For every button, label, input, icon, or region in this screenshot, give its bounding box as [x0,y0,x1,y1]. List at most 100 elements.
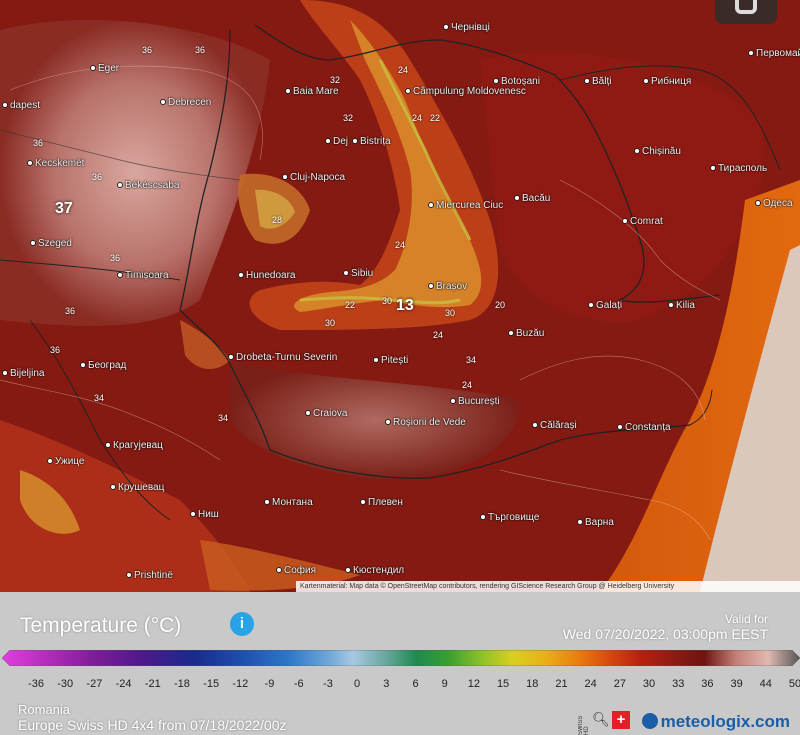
scale-tick-label: -24 [115,678,132,690]
fullscreen-icon [735,0,757,14]
temperature-value: 24 [462,380,473,390]
temperature-value: 20 [495,300,506,310]
city-name: Buzău [516,328,545,339]
brand-name: meteologix.com [660,712,790,731]
city-label: Bălți [584,76,611,88]
city-dot-icon [2,370,8,377]
city-dot-icon [27,160,33,167]
city-label: Bistrița [352,136,391,148]
info-icon[interactable]: i [230,612,254,636]
city-label: Ужице [47,456,84,468]
city-name: Ужице [55,456,85,467]
scale-tick-label: 33 [672,678,685,690]
city-name: Kilia [676,300,695,311]
map-shading [0,0,800,592]
city-name: Debrecen [168,97,212,108]
city-label: Miercurea Ciuc [428,200,503,212]
city-label: București [450,396,500,408]
temperature-extreme-value: 13 [396,297,414,314]
city-label: Buzău [508,328,544,340]
color-scale-bar [1,650,800,666]
scale-tick-label: -12 [232,678,249,690]
temperature-value: 32 [343,113,354,123]
city-dot-icon [238,272,244,279]
city-dot-icon [282,174,288,181]
city-dot-icon [532,422,538,429]
city-label: Bijeljina [2,368,44,380]
city-dot-icon [577,519,583,526]
scale-tick-label: 44 [759,678,772,690]
temperature-value: 24 [412,113,423,123]
city-label: Pitești [373,355,408,367]
city-name: Botoșani [501,76,540,87]
city-label: Кюстендил [345,565,404,577]
city-dot-icon [443,24,449,31]
city-label: Békéscsaba [117,180,179,192]
temperature-value: 30 [445,308,456,318]
city-dot-icon [643,78,649,85]
city-name: Călărași [540,420,577,431]
scale-tick-label: 3 [383,678,390,690]
city-dot-icon [228,354,234,361]
scale-tick-label: 50 [788,678,800,690]
city-dot-icon [405,88,411,95]
city-label: Hunedoara [238,270,295,282]
city-name: Prishtinë [134,570,173,581]
city-dot-icon [428,202,434,209]
city-dot-icon [117,182,123,189]
city-name: Craiova [313,408,348,419]
temperature-value: 36 [195,45,206,55]
city-dot-icon [264,499,270,506]
city-name: Roșiorii de Vede [393,417,466,428]
scale-tick-label: 30 [642,678,656,690]
city-name: София [284,565,317,576]
temperature-value: 36 [65,306,76,316]
city-dot-icon [305,410,311,417]
city-label: Рибниця [643,76,691,88]
city-dot-icon [276,567,282,574]
temperature-value: 24 [398,65,409,75]
temperature-value: 34 [466,355,477,365]
city-dot-icon [480,514,486,521]
temperature-map[interactable]: Eger dapest Debrecen Kecskemét Békéscsaba Sze… [0,0,800,592]
swiss-flag-icon: + [612,711,630,729]
temperature-value: 36 [92,172,103,182]
temperature-value: 36 [50,345,61,355]
search-icon[interactable]: 🔍︎ [592,711,610,727]
city-label: София [276,565,316,577]
temperature-value: 36 [33,138,44,148]
temperature-value: 28 [272,215,283,225]
city-label: Timișoara [117,270,169,282]
brand-logo[interactable]: meteologix.com [641,712,790,732]
legend-panel: Temperature (°C) i Valid for Wed 07/20/2… [0,592,800,735]
scale-tick-label: -15 [203,678,220,690]
valid-date: Wed 07/20/2022, 03:00pm EEST [562,626,768,642]
scale-tick-label: 24 [584,678,597,690]
temperature-extreme-value: 37 [55,200,73,217]
region-label: Romania [18,702,71,717]
city-dot-icon [343,270,349,277]
city-name: Kecskemét [35,158,85,169]
city-label: Тирасполь [710,163,767,175]
city-name: Chișinău [642,146,681,157]
city-label: Dej [325,136,348,148]
city-dot-icon [2,102,8,109]
city-dot-icon [80,362,86,369]
model-label: Europe Swiss HD 4x4 from 07/18/2022/00z [18,717,287,733]
city-dot-icon [30,240,36,247]
temperature-value: 24 [395,240,406,250]
city-dot-icon [126,572,132,579]
city-label: Sibiu [343,268,373,280]
city-label: Comrat [622,216,663,228]
temperature-value: 30 [325,318,336,328]
city-dot-icon [190,511,196,518]
scale-tick-label: -36 [28,678,44,690]
fullscreen-button[interactable] [715,0,777,24]
city-name: Drobeta-Turnu Severin [236,352,338,363]
city-label: Chișinău [634,146,681,158]
city-label: Szeged [30,238,72,250]
city-name: Eger [98,63,120,74]
city-label: Drobeta-Turnu Severin [228,352,337,364]
city-dot-icon [285,88,291,95]
city-name: Београд [88,360,127,371]
